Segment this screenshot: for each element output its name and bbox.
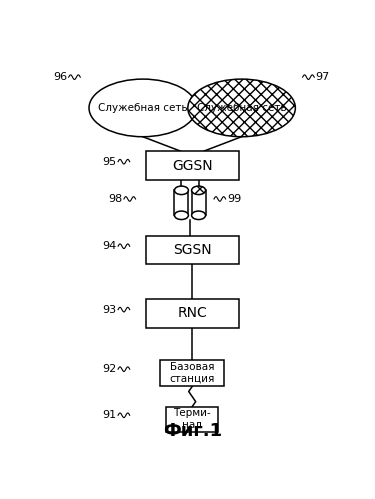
Bar bbox=[192, 190, 206, 215]
Text: 94: 94 bbox=[102, 241, 117, 251]
Bar bbox=[192, 190, 206, 215]
Text: 99: 99 bbox=[227, 194, 242, 204]
Text: SGSN: SGSN bbox=[173, 243, 211, 257]
Text: 95: 95 bbox=[102, 157, 117, 167]
Ellipse shape bbox=[89, 79, 196, 137]
Ellipse shape bbox=[174, 186, 188, 195]
Text: Терми-
нал: Терми- нал bbox=[173, 408, 211, 430]
Bar bbox=[146, 151, 238, 180]
Ellipse shape bbox=[192, 186, 206, 195]
Ellipse shape bbox=[192, 211, 206, 220]
Text: Базовая
станция: Базовая станция bbox=[170, 362, 215, 384]
Text: 98: 98 bbox=[108, 194, 122, 204]
Text: 96: 96 bbox=[53, 72, 67, 82]
Text: Служебная сеть: Служебная сеть bbox=[98, 103, 188, 113]
Text: 93: 93 bbox=[102, 304, 117, 315]
Text: 91: 91 bbox=[102, 410, 117, 420]
Bar bbox=[146, 299, 238, 328]
Text: 92: 92 bbox=[102, 364, 117, 374]
Text: GGSN: GGSN bbox=[172, 159, 213, 173]
Text: Фиг.1: Фиг.1 bbox=[163, 422, 222, 440]
Ellipse shape bbox=[188, 79, 296, 137]
Bar bbox=[146, 236, 238, 264]
Bar bbox=[166, 407, 218, 432]
Bar bbox=[160, 360, 224, 387]
Text: Служебная сеть: Служебная сеть bbox=[197, 103, 286, 113]
Text: 97: 97 bbox=[316, 72, 330, 82]
Text: RNC: RNC bbox=[177, 306, 207, 320]
Bar bbox=[174, 190, 188, 215]
Ellipse shape bbox=[174, 211, 188, 220]
